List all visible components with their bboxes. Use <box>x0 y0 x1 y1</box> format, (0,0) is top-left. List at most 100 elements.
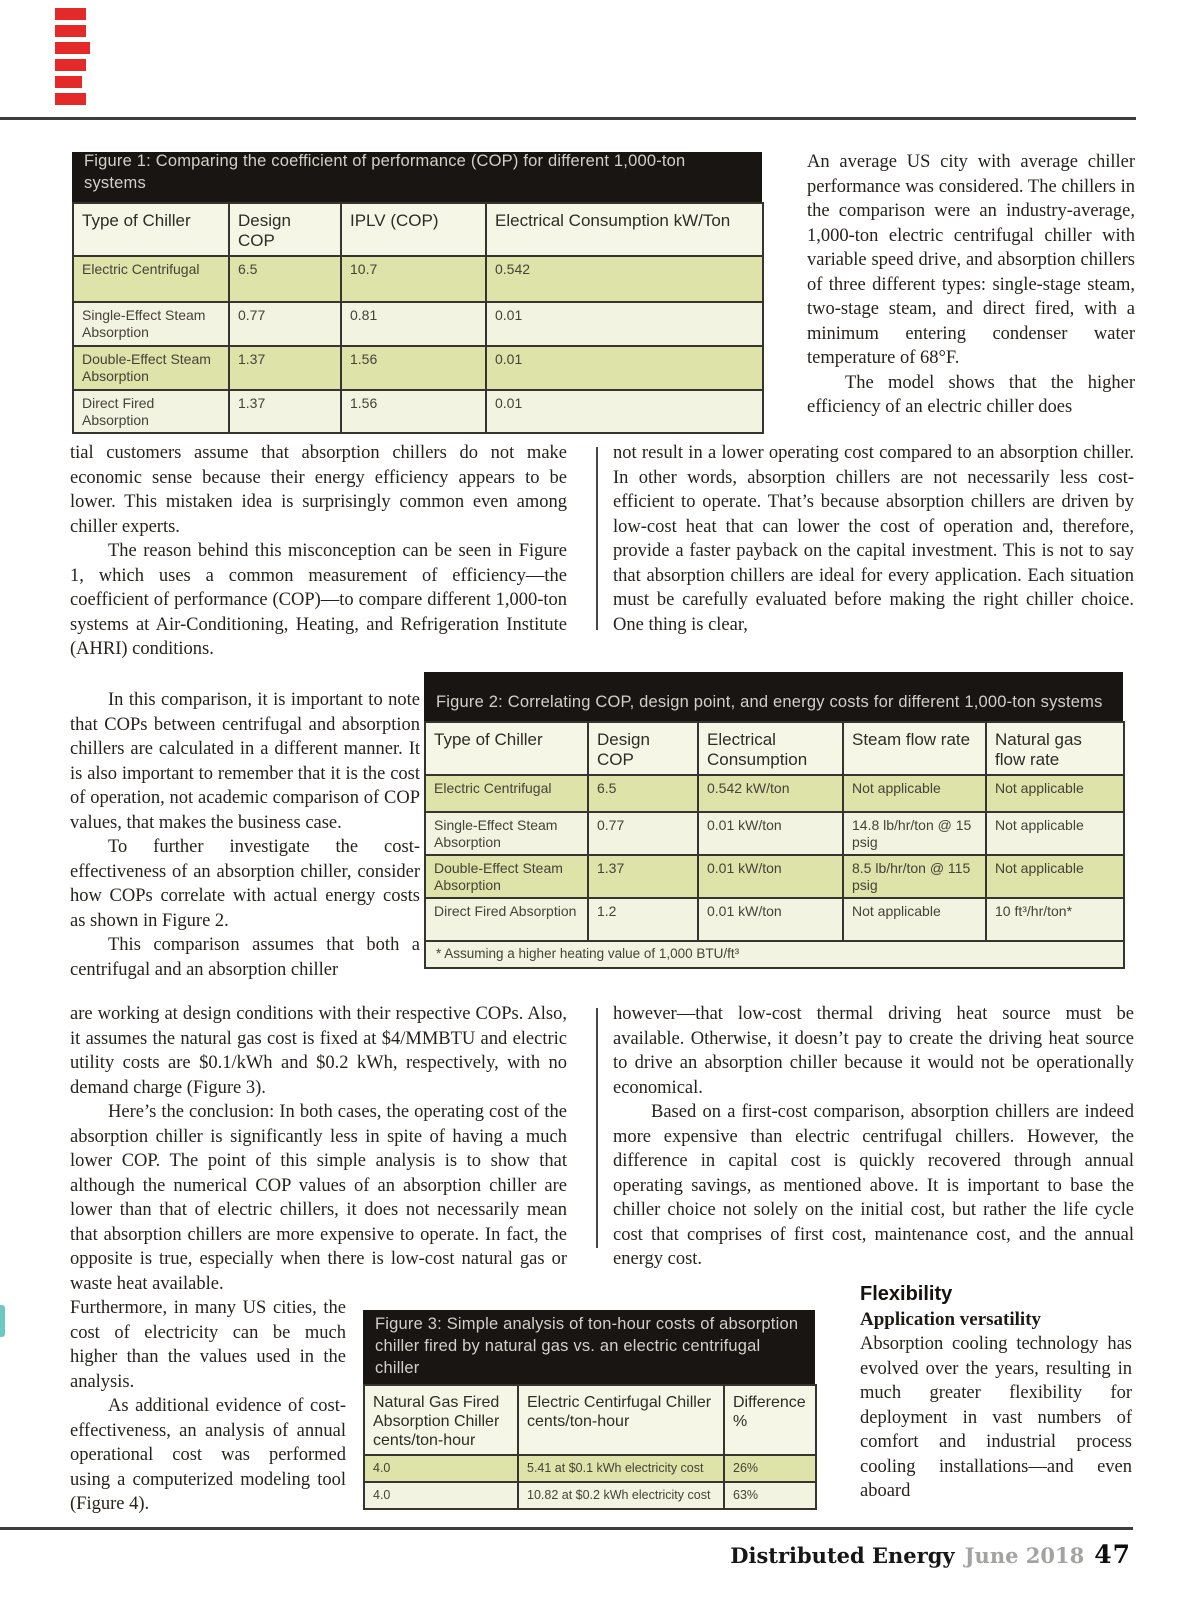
issue-date: June 2018 <box>964 1543 1085 1568</box>
table-cell: 5.41 at $0.1 kWh electricity cost <box>517 1454 725 1483</box>
teal-edge-mark <box>0 1305 5 1337</box>
column-divider <box>596 447 598 630</box>
top-rule <box>0 117 1136 120</box>
table-row: Double-Effect Steam Absorption 1.37 0.01… <box>424 854 1125 899</box>
table-header-row: Type of Chiller Design COP Electrical Co… <box>424 721 1125 776</box>
table-cell: Double-Effect Steam Absorption <box>72 345 230 391</box>
figure2-caption: Figure 2: Correlating COP, design point,… <box>424 672 1123 721</box>
article-text-block-bottom-left: Furthermore, in many US cities, the cost… <box>70 1296 346 1517</box>
red-stripe <box>55 59 86 71</box>
table-row: Direct Fired Absorption 1.37 1.56 0.01 <box>72 389 764 434</box>
magazine-name: Distributed Energy <box>730 1543 955 1568</box>
table-cell: 10.82 at $0.2 kWh electricity cost <box>517 1481 725 1510</box>
table-cell: 10 ft³/hr/ton* <box>985 897 1125 942</box>
footer-rule <box>0 1527 1133 1530</box>
article-text-block-lower-right: however—that low-cost thermal driving he… <box>613 1002 1134 1272</box>
body-paragraph: An average US city with average chiller … <box>807 152 1135 368</box>
figure3-caption: Figure 3: Simple analysis of ton-hour co… <box>363 1310 815 1384</box>
column-header: IPLV (COP) <box>340 202 487 257</box>
column-header: Type of Chiller <box>424 721 589 776</box>
figure2: Figure 2: Correlating COP, design point,… <box>424 672 1125 969</box>
article-text-block-mid-left: tial customers assume that absorption ch… <box>70 441 567 662</box>
table-row: Single-Effect Steam Absorption 0.77 0.81… <box>72 301 764 347</box>
column-header: Electrical Consumption <box>697 721 844 776</box>
red-stripe <box>55 25 86 37</box>
column-header: Natural gas flow rate <box>985 721 1125 776</box>
table-cell: 0.01 kW/ton <box>697 854 844 899</box>
body-paragraph: however—that low-cost thermal driving he… <box>613 1004 1134 1098</box>
body-paragraph: This comparison assumes that both a cent… <box>70 935 420 980</box>
body-paragraph: Based on a first-cost comparison, absorp… <box>613 1102 1134 1269</box>
table-cell: 63% <box>723 1481 817 1510</box>
column-header: Difference % <box>723 1384 817 1456</box>
body-paragraph: To further investigate the cost-effectiv… <box>70 837 420 931</box>
column-header: Design COP <box>228 202 342 257</box>
body-paragraph: The model shows that the higher efficien… <box>807 372 1135 418</box>
table-cell: Not applicable <box>985 774 1125 813</box>
body-paragraph: tial customers assume that absorption ch… <box>70 443 567 537</box>
table-cell: Single-Effect Steam Absorption <box>424 811 589 856</box>
table-cell: 8.5 lb/hr/ton @ 115 psig <box>842 854 987 899</box>
table-cell: 0.01 <box>485 345 764 391</box>
figure1-table: Type of Chiller Design COP IPLV (COP) El… <box>72 202 764 434</box>
table-row: Electric Centrifugal 6.5 0.542 kW/ton No… <box>424 774 1125 813</box>
table-row: Electric Centrifugal 6.5 10.7 0.542 <box>72 255 764 303</box>
table-header-row: Natural Gas Fired Absorption Chiller cen… <box>363 1384 817 1456</box>
column-header: Electrical Consumption kW/Ton <box>485 202 764 257</box>
table-cell: 1.37 <box>228 345 342 391</box>
table-row: 4.0 5.41 at $0.1 kWh electricity cost 26… <box>363 1454 817 1483</box>
table-cell: Direct Fired Absorption <box>72 389 230 434</box>
table-cell: 0.542 <box>485 255 764 303</box>
table-cell: Double-Effect Steam Absorption <box>424 854 589 899</box>
table-cell: 4.0 <box>363 1454 519 1483</box>
table-footnote-row: * Assuming a higher heating value of 1,0… <box>424 940 1125 969</box>
article-text-block-narrow-left: In this comparison, it is important to n… <box>70 688 420 982</box>
body-paragraph: not result in a lower operating cost com… <box>613 443 1134 635</box>
body-paragraph: Furthermore, in many US cities, the cost… <box>70 1298 346 1392</box>
table-cell: Not applicable <box>842 774 987 813</box>
red-stripe <box>55 8 86 20</box>
figure3: Figure 3: Simple analysis of ton-hour co… <box>363 1310 817 1510</box>
article-text-block-top-right: An average US city with average chiller … <box>807 150 1135 420</box>
table-cell: 10.7 <box>340 255 487 303</box>
article-text-block-lower-left: are working at design conditions with th… <box>70 1002 567 1296</box>
figure1: Figure 1: Comparing the coefficient of p… <box>72 152 764 434</box>
table-row: Double-Effect Steam Absorption 1.37 1.56… <box>72 345 764 391</box>
table-cell: 1.37 <box>228 389 342 434</box>
body-paragraph: are working at design conditions with th… <box>70 1004 567 1098</box>
table-row: 4.0 10.82 at $0.2 kWh electricity cost 6… <box>363 1481 817 1510</box>
table-cell: 0.01 <box>485 389 764 434</box>
table-cell: 26% <box>723 1454 817 1483</box>
table-cell: 4.0 <box>363 1481 519 1510</box>
section-heading: Flexibility <box>860 1283 953 1305</box>
table-cell: Electric Centrifugal <box>424 774 589 813</box>
table-cell: 1.56 <box>340 345 487 391</box>
red-stripe <box>55 76 82 88</box>
table-cell: 1.37 <box>587 854 699 899</box>
table-cell: 14.8 lb/hr/ton @ 15 psig <box>842 811 987 856</box>
table-cell: 1.2 <box>587 897 699 942</box>
column-divider <box>596 1008 598 1248</box>
figure2-table: Type of Chiller Design COP Electrical Co… <box>424 721 1125 969</box>
table-cell: Not applicable <box>985 854 1125 899</box>
body-paragraph: In this comparison, it is important to n… <box>70 690 420 833</box>
column-header: Steam flow rate <box>842 721 987 776</box>
article-text-block-flexibility: Flexibility Application versatility Abso… <box>860 1281 1132 1504</box>
table-cell: 0.81 <box>340 301 487 347</box>
figure1-caption: Figure 1: Comparing the coefficient of p… <box>72 152 762 202</box>
body-paragraph: The reason behind this misconception can… <box>70 541 567 659</box>
table-row: Single-Effect Steam Absorption 0.77 0.01… <box>424 811 1125 856</box>
table-cell: 1.56 <box>340 389 487 434</box>
table-cell: 6.5 <box>228 255 342 303</box>
table-row: Direct Fired Absorption 1.2 0.01 kW/ton … <box>424 897 1125 942</box>
table-cell: 0.542 kW/ton <box>697 774 844 813</box>
table-cell: Not applicable <box>842 897 987 942</box>
table-cell: 0.01 kW/ton <box>697 811 844 856</box>
column-header: Electric Centirfugal Chiller cents/ton-h… <box>517 1384 725 1456</box>
column-header: Natural Gas Fired Absorption Chiller cen… <box>363 1384 519 1456</box>
table-cell: Electric Centrifugal <box>72 255 230 303</box>
red-stripe <box>55 42 90 54</box>
body-paragraph: As additional evidence of cost-effective… <box>70 1396 346 1514</box>
red-stripe <box>55 93 86 105</box>
table-footnote: * Assuming a higher heating value of 1,0… <box>424 940 1125 969</box>
